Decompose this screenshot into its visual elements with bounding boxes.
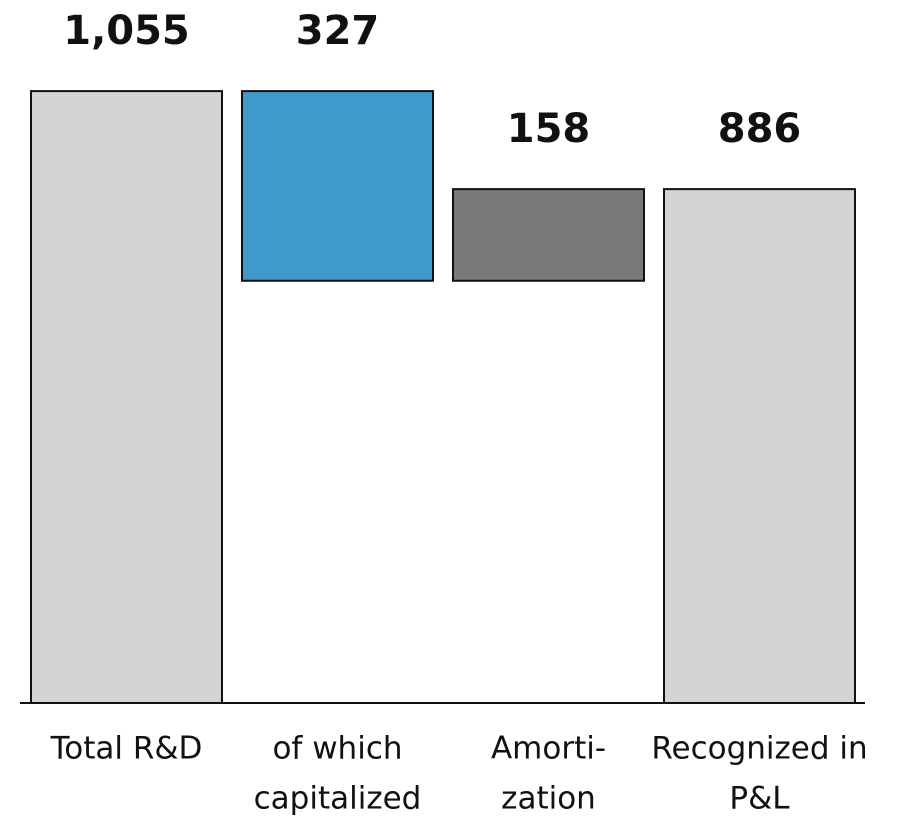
value-label: 158: [507, 106, 591, 152]
bar: [663, 188, 856, 704]
bar: [452, 188, 645, 282]
x-tick-label: Recognized in: [651, 731, 867, 767]
value-label: 327: [296, 8, 380, 54]
x-tick-label: P&L: [729, 781, 790, 817]
bar: [241, 90, 434, 282]
bar: [30, 90, 223, 705]
x-tick-label: Total R&D: [50, 731, 203, 767]
x-tick-label: Amorti-: [491, 731, 606, 767]
value-label: 1,055: [63, 8, 190, 54]
x-tick-label: of which: [272, 731, 402, 767]
value-label: 886: [718, 106, 802, 152]
x-tick-label: capitalized: [254, 781, 422, 817]
x-tick-label: zation: [501, 781, 596, 817]
